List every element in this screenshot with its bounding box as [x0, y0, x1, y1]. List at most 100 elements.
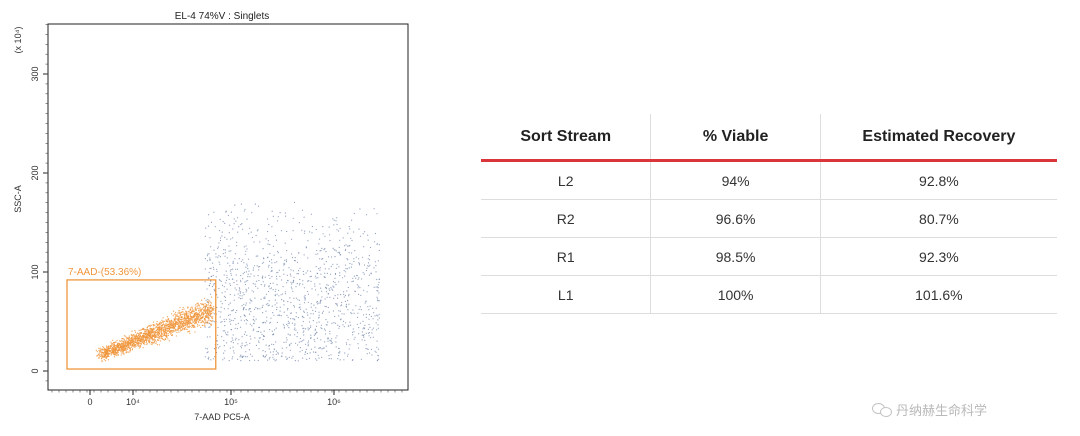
event-dot — [290, 318, 292, 320]
event-dot — [242, 356, 244, 358]
event-dot — [358, 327, 360, 329]
event-dot — [284, 215, 287, 217]
event-dot — [139, 335, 141, 337]
event-dot — [245, 309, 247, 311]
event-dot — [225, 282, 227, 284]
event-dot — [302, 357, 304, 359]
event-dot — [217, 247, 219, 249]
event-dot — [252, 267, 255, 269]
event-dot — [202, 303, 205, 306]
event-dot — [223, 308, 225, 310]
event-dot — [303, 339, 305, 341]
gate-rectangle[interactable] — [66, 279, 217, 370]
event-dot — [319, 301, 321, 303]
event-dot — [283, 264, 285, 266]
event-dot — [228, 304, 230, 306]
event-dot — [276, 309, 278, 311]
event-dot — [294, 323, 296, 325]
event-dot — [217, 296, 219, 298]
event-dot — [124, 343, 126, 345]
event-dot — [310, 348, 312, 350]
event-dot — [348, 348, 350, 350]
event-dot — [308, 280, 310, 282]
event-dot — [327, 338, 329, 340]
event-dot — [353, 231, 355, 233]
event-dot — [266, 320, 268, 322]
event-dot — [167, 330, 169, 332]
event-dot — [116, 343, 119, 345]
event-dot — [319, 267, 321, 269]
event-dot — [339, 239, 341, 241]
event-dot — [244, 208, 246, 210]
event-dot — [211, 285, 213, 288]
x-tick-label: 0 — [87, 397, 92, 407]
event-dot — [280, 294, 282, 296]
event-dot — [191, 312, 193, 315]
event-dot — [257, 287, 259, 289]
event-dot — [365, 347, 367, 350]
event-dot — [125, 342, 127, 344]
event-dot — [256, 331, 258, 333]
event-dot — [325, 345, 327, 347]
table-cell: 80.7% — [819, 199, 1057, 238]
event-dot — [287, 307, 289, 310]
event-dot — [96, 350, 98, 353]
event-dot — [117, 354, 119, 356]
event-dot — [233, 352, 235, 354]
event-dot — [355, 277, 357, 279]
event-dot — [315, 289, 317, 291]
event-dot — [128, 340, 130, 342]
event-dot — [301, 340, 303, 342]
event-dot — [254, 359, 256, 361]
event-dot — [373, 267, 375, 269]
event-dot — [282, 286, 284, 288]
event-dot — [348, 226, 350, 228]
event-dot — [165, 335, 168, 337]
event-dot — [186, 315, 188, 317]
event-dot — [243, 210, 245, 212]
event-dot — [267, 218, 269, 220]
event-dot — [318, 238, 321, 240]
event-dot — [274, 360, 276, 362]
event-dot — [358, 333, 360, 335]
event-dot — [353, 275, 355, 277]
event-dot — [241, 223, 243, 225]
event-dot — [180, 319, 183, 321]
event-dot — [99, 355, 102, 358]
event-dot — [163, 332, 166, 334]
event-dot — [220, 311, 222, 313]
event-dot — [249, 227, 251, 229]
event-dot — [245, 245, 247, 247]
event-dot — [194, 326, 196, 328]
event-dot — [183, 328, 185, 330]
event-dot — [234, 294, 236, 296]
event-dot — [289, 297, 291, 299]
event-dot — [178, 316, 180, 318]
event-dot — [153, 340, 156, 342]
event-dot — [291, 357, 293, 359]
event-dot — [252, 319, 254, 321]
event-dot — [254, 203, 256, 205]
event-dot — [338, 281, 340, 283]
event-dot — [217, 326, 219, 329]
event-dot — [249, 298, 251, 300]
event-dot — [224, 236, 226, 238]
event-dot — [209, 301, 212, 303]
event-dot — [154, 334, 157, 337]
event-dot — [324, 248, 326, 250]
event-dot — [299, 278, 301, 281]
event-dot — [308, 357, 311, 359]
event-dot — [378, 281, 380, 284]
event-dot — [327, 321, 329, 323]
event-dot — [347, 232, 349, 234]
event-dot — [303, 287, 305, 289]
event-dot — [324, 305, 326, 307]
event-dot — [310, 325, 312, 327]
event-dot — [267, 257, 269, 259]
event-dot — [330, 265, 332, 268]
event-dot — [272, 215, 274, 217]
event-dot — [328, 311, 330, 313]
event-dot — [225, 279, 227, 281]
event-dot — [358, 228, 360, 230]
event-dot — [274, 295, 276, 297]
